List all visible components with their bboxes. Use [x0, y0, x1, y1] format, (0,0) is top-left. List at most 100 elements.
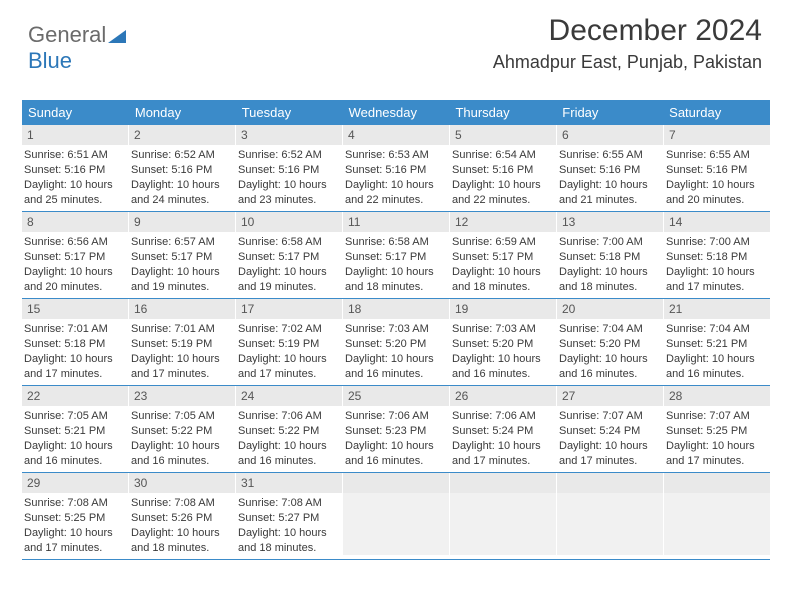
weeks-container: 1Sunrise: 6:51 AMSunset: 5:16 PMDaylight…: [22, 125, 770, 560]
day-number: 3: [236, 125, 342, 145]
day-number-empty: [557, 473, 663, 493]
day-info: Sunrise: 6:57 AMSunset: 5:17 PMDaylight:…: [129, 232, 235, 297]
day-info: Sunrise: 7:07 AMSunset: 5:25 PMDaylight:…: [664, 406, 770, 471]
day-number: 17: [236, 299, 342, 319]
day-cell: 21Sunrise: 7:04 AMSunset: 5:21 PMDayligh…: [664, 299, 770, 385]
dow-sunday: Sunday: [22, 100, 129, 125]
week-row: 22Sunrise: 7:05 AMSunset: 5:21 PMDayligh…: [22, 386, 770, 473]
day-cell: 28Sunrise: 7:07 AMSunset: 5:25 PMDayligh…: [664, 386, 770, 472]
day-number: 13: [557, 212, 663, 232]
day-number: 20: [557, 299, 663, 319]
day-cell: 6Sunrise: 6:55 AMSunset: 5:16 PMDaylight…: [557, 125, 664, 211]
day-number: 28: [664, 386, 770, 406]
week-row: 8Sunrise: 6:56 AMSunset: 5:17 PMDaylight…: [22, 212, 770, 299]
day-info-empty: [450, 493, 556, 555]
day-number: 8: [22, 212, 128, 232]
day-info: Sunrise: 6:52 AMSunset: 5:16 PMDaylight:…: [236, 145, 342, 210]
day-number: 15: [22, 299, 128, 319]
dow-monday: Monday: [129, 100, 236, 125]
day-cell: 10Sunrise: 6:58 AMSunset: 5:17 PMDayligh…: [236, 212, 343, 298]
day-info: Sunrise: 7:01 AMSunset: 5:18 PMDaylight:…: [22, 319, 128, 384]
logo-triangle-icon: [108, 30, 126, 44]
day-number-empty: [343, 473, 449, 493]
day-info: Sunrise: 7:06 AMSunset: 5:22 PMDaylight:…: [236, 406, 342, 471]
day-cell: 20Sunrise: 7:04 AMSunset: 5:20 PMDayligh…: [557, 299, 664, 385]
day-cell: 29Sunrise: 7:08 AMSunset: 5:25 PMDayligh…: [22, 473, 129, 559]
day-cell: 31Sunrise: 7:08 AMSunset: 5:27 PMDayligh…: [236, 473, 343, 559]
dow-header-row: Sunday Monday Tuesday Wednesday Thursday…: [22, 100, 770, 125]
day-cell: [557, 473, 664, 559]
day-info: Sunrise: 7:03 AMSunset: 5:20 PMDaylight:…: [343, 319, 449, 384]
day-cell: 9Sunrise: 6:57 AMSunset: 5:17 PMDaylight…: [129, 212, 236, 298]
day-cell: 26Sunrise: 7:06 AMSunset: 5:24 PMDayligh…: [450, 386, 557, 472]
day-cell: 17Sunrise: 7:02 AMSunset: 5:19 PMDayligh…: [236, 299, 343, 385]
day-number: 16: [129, 299, 235, 319]
day-info: Sunrise: 7:08 AMSunset: 5:26 PMDaylight:…: [129, 493, 235, 558]
day-info: Sunrise: 7:08 AMSunset: 5:25 PMDaylight:…: [22, 493, 128, 558]
day-info: Sunrise: 7:06 AMSunset: 5:23 PMDaylight:…: [343, 406, 449, 471]
dow-tuesday: Tuesday: [236, 100, 343, 125]
day-number: 26: [450, 386, 556, 406]
day-info: Sunrise: 7:07 AMSunset: 5:24 PMDaylight:…: [557, 406, 663, 471]
day-info: Sunrise: 6:52 AMSunset: 5:16 PMDaylight:…: [129, 145, 235, 210]
day-info: Sunrise: 7:08 AMSunset: 5:27 PMDaylight:…: [236, 493, 342, 558]
day-number: 4: [343, 125, 449, 145]
dow-saturday: Saturday: [663, 100, 770, 125]
dow-thursday: Thursday: [449, 100, 556, 125]
day-number: 5: [450, 125, 556, 145]
day-info: Sunrise: 6:56 AMSunset: 5:17 PMDaylight:…: [22, 232, 128, 297]
location-subtitle: Ahmadpur East, Punjab, Pakistan: [493, 52, 762, 73]
day-info: Sunrise: 7:04 AMSunset: 5:21 PMDaylight:…: [664, 319, 770, 384]
day-info: Sunrise: 7:00 AMSunset: 5:18 PMDaylight:…: [557, 232, 663, 297]
day-cell: 13Sunrise: 7:00 AMSunset: 5:18 PMDayligh…: [557, 212, 664, 298]
day-cell: 8Sunrise: 6:56 AMSunset: 5:17 PMDaylight…: [22, 212, 129, 298]
week-row: 29Sunrise: 7:08 AMSunset: 5:25 PMDayligh…: [22, 473, 770, 560]
day-number: 22: [22, 386, 128, 406]
day-info: Sunrise: 7:06 AMSunset: 5:24 PMDaylight:…: [450, 406, 556, 471]
day-info-empty: [557, 493, 663, 555]
logo-line2: Blue: [28, 48, 72, 73]
day-info: Sunrise: 7:04 AMSunset: 5:20 PMDaylight:…: [557, 319, 663, 384]
day-cell: 27Sunrise: 7:07 AMSunset: 5:24 PMDayligh…: [557, 386, 664, 472]
day-number: 21: [664, 299, 770, 319]
day-number: 11: [343, 212, 449, 232]
day-info-empty: [343, 493, 449, 555]
logo-line1: General: [28, 22, 106, 47]
day-cell: 2Sunrise: 6:52 AMSunset: 5:16 PMDaylight…: [129, 125, 236, 211]
day-info: Sunrise: 6:59 AMSunset: 5:17 PMDaylight:…: [450, 232, 556, 297]
header: General Blue December 2024 Ahmadpur East…: [0, 0, 792, 78]
week-row: 1Sunrise: 6:51 AMSunset: 5:16 PMDaylight…: [22, 125, 770, 212]
day-number: 1: [22, 125, 128, 145]
dow-friday: Friday: [556, 100, 663, 125]
day-number: 6: [557, 125, 663, 145]
day-cell: [343, 473, 450, 559]
day-info: Sunrise: 6:58 AMSunset: 5:17 PMDaylight:…: [343, 232, 449, 297]
day-cell: 4Sunrise: 6:53 AMSunset: 5:16 PMDaylight…: [343, 125, 450, 211]
day-info: Sunrise: 7:01 AMSunset: 5:19 PMDaylight:…: [129, 319, 235, 384]
day-number: 30: [129, 473, 235, 493]
day-number-empty: [450, 473, 556, 493]
day-number: 19: [450, 299, 556, 319]
day-number: 10: [236, 212, 342, 232]
logo: General Blue: [28, 22, 126, 74]
day-number: 23: [129, 386, 235, 406]
day-number: 24: [236, 386, 342, 406]
week-row: 15Sunrise: 7:01 AMSunset: 5:18 PMDayligh…: [22, 299, 770, 386]
day-cell: 3Sunrise: 6:52 AMSunset: 5:16 PMDaylight…: [236, 125, 343, 211]
day-cell: 19Sunrise: 7:03 AMSunset: 5:20 PMDayligh…: [450, 299, 557, 385]
day-info: Sunrise: 7:05 AMSunset: 5:22 PMDaylight:…: [129, 406, 235, 471]
day-cell: 16Sunrise: 7:01 AMSunset: 5:19 PMDayligh…: [129, 299, 236, 385]
day-info: Sunrise: 6:58 AMSunset: 5:17 PMDaylight:…: [236, 232, 342, 297]
day-number: 27: [557, 386, 663, 406]
day-info: Sunrise: 6:55 AMSunset: 5:16 PMDaylight:…: [557, 145, 663, 210]
day-info: Sunrise: 6:53 AMSunset: 5:16 PMDaylight:…: [343, 145, 449, 210]
day-number: 25: [343, 386, 449, 406]
day-cell: 18Sunrise: 7:03 AMSunset: 5:20 PMDayligh…: [343, 299, 450, 385]
day-info-empty: [664, 493, 770, 555]
day-number: 18: [343, 299, 449, 319]
day-cell: 1Sunrise: 6:51 AMSunset: 5:16 PMDaylight…: [22, 125, 129, 211]
day-cell: 25Sunrise: 7:06 AMSunset: 5:23 PMDayligh…: [343, 386, 450, 472]
day-info: Sunrise: 6:51 AMSunset: 5:16 PMDaylight:…: [22, 145, 128, 210]
day-number: 12: [450, 212, 556, 232]
day-cell: 24Sunrise: 7:06 AMSunset: 5:22 PMDayligh…: [236, 386, 343, 472]
